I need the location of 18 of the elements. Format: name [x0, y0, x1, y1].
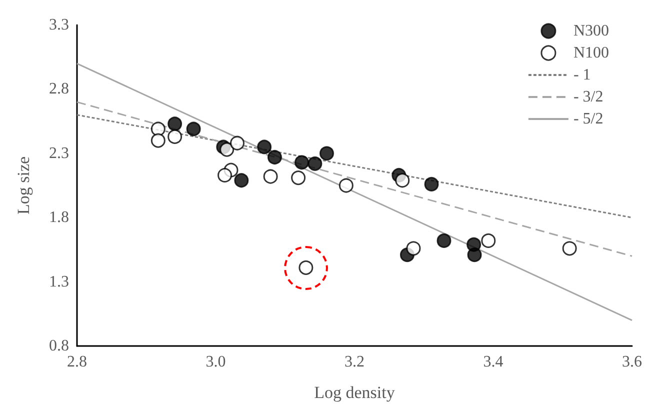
y-tick-label: 3.3 — [49, 16, 69, 34]
x-tick-label: 3.0 — [206, 354, 226, 370]
y-tick-label: 2.8 — [49, 80, 69, 98]
x-axis-title: Log density — [314, 383, 396, 402]
y-tick-label: 1.3 — [49, 273, 69, 290]
legend-label: - 5/2 — [573, 110, 604, 128]
y-tick-label: 1.8 — [49, 209, 69, 226]
legend-label: N300 — [573, 22, 610, 40]
x-tick-label: 2.8 — [67, 354, 87, 370]
x-tick-label: 3.2 — [344, 354, 364, 370]
x-tick-label: 3.4 — [483, 354, 504, 370]
legend-label: - 3/2 — [573, 88, 604, 106]
legend-label: N100 — [573, 44, 610, 62]
legend-label: - 1 — [573, 66, 591, 84]
y-tick-label: 2.3 — [49, 144, 69, 162]
y-tick-label: 0.8 — [49, 338, 69, 354]
x-tick-label: 3.6 — [622, 354, 642, 370]
y-axis-title: Log size — [14, 156, 33, 215]
